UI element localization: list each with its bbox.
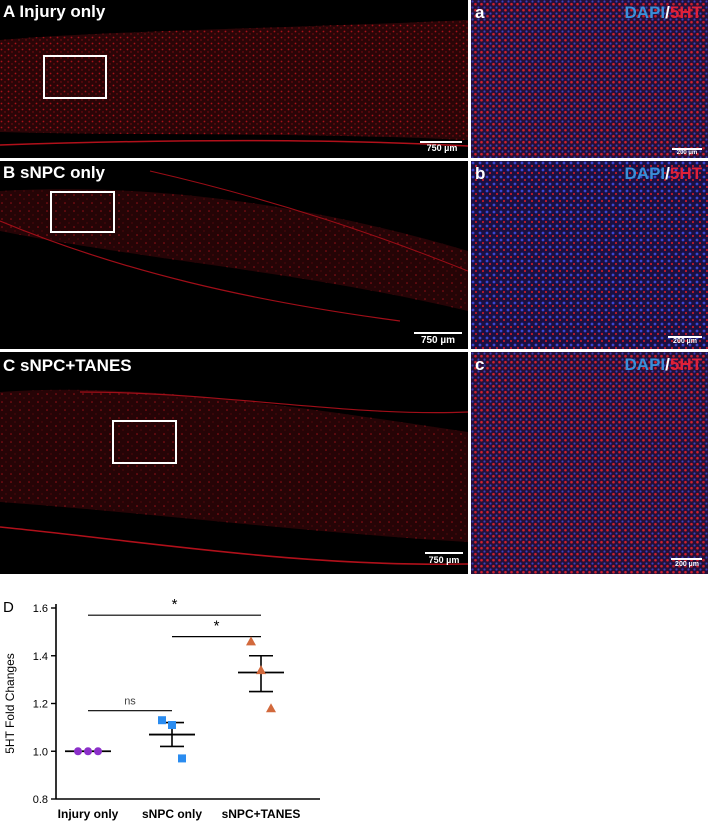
inset-c-tissue <box>471 352 708 574</box>
inset-a-tissue <box>471 0 708 158</box>
panel-b-image: B sNPC only 750 µm <box>0 161 468 349</box>
x-tick-label: sNPC only <box>142 807 202 821</box>
data-point <box>94 747 102 756</box>
data-point <box>74 747 82 756</box>
data-point <box>246 636 256 646</box>
inset-b-scale-label: 200 µm <box>673 338 697 345</box>
panel-a-tissue <box>0 20 468 147</box>
dapi-label: DAPI <box>624 3 666 22</box>
scatter-plot: D 0.8 1.0 1.2 1.4 1.6 5HT Fold Changes Injury o… <box>3 596 320 821</box>
data-point <box>158 716 166 725</box>
y-tick-label: 1.2 <box>33 699 48 711</box>
data-point <box>84 747 92 756</box>
significance-label: * <box>172 596 178 613</box>
inset-c-scale-bar <box>671 558 702 560</box>
panel-d-chart: D 0.8 1.0 1.2 1.4 1.6 5HT Fold Changes Injury o… <box>0 592 330 824</box>
panel-c-tissue <box>0 389 468 566</box>
stain-separator: / <box>665 355 670 374</box>
stain-separator: / <box>665 164 670 183</box>
panel-b-label: B sNPC only <box>3 163 106 182</box>
inset-b-scale-bar <box>668 336 702 338</box>
y-tick-label: 0.8 <box>33 794 48 806</box>
data-point <box>266 703 276 713</box>
panel-c-roi-box <box>112 420 177 464</box>
data-point <box>256 665 266 675</box>
y-axis-title: 5HT Fold Changes <box>3 653 17 754</box>
inset-a-scale-label: 200 µm <box>676 150 698 156</box>
inset-b-tissue <box>471 161 708 349</box>
y-tick-label: 1.6 <box>33 603 48 615</box>
y-tick-label: 1.0 <box>33 746 48 758</box>
panel-b-scale-label: 750 µm <box>420 335 456 346</box>
inset-a-label: a <box>475 3 485 22</box>
inset-a-image: a DAPI/5HT 200 µm <box>471 0 708 158</box>
inset-b-image: b DAPI/5HT 200 µm <box>471 161 708 349</box>
inset-a-stain-legend: DAPI/5HT <box>625 3 702 23</box>
data-point <box>178 754 186 763</box>
inset-b-label: b <box>475 164 486 183</box>
panel-c-scale-bar <box>425 552 463 554</box>
5ht-label: 5HT <box>669 3 702 22</box>
panel-a-label: A Injury only <box>3 2 106 21</box>
data-point <box>168 720 176 729</box>
inset-c-stain-legend: DAPI/5HT <box>625 355 702 375</box>
inset-b-stain-legend: DAPI/5HT <box>625 164 702 184</box>
stain-separator: / <box>665 3 670 22</box>
panel-a-scale-bar <box>420 141 462 143</box>
panel-b-scale-bar <box>414 332 462 334</box>
5ht-label: 5HT <box>669 355 702 374</box>
panel-c-image: C sNPC+TANES 750 µm <box>0 352 468 574</box>
inset-a-scale-bar <box>672 148 702 150</box>
inset-c-scale-label: 200 µm <box>675 561 699 568</box>
dapi-label: DAPI <box>624 164 666 183</box>
panel-a-scale-label: 750 µm <box>426 143 458 153</box>
inset-c-label: c <box>475 355 485 374</box>
y-tick-label: 1.4 <box>33 651 48 663</box>
significance-label: ns <box>124 696 136 708</box>
panel-a-image: A Injury only 750 µm <box>0 0 468 158</box>
panel-a-roi-box <box>43 55 107 99</box>
panel-c-label: C sNPC+TANES <box>3 356 132 375</box>
panel-b-tissue <box>0 170 468 322</box>
x-tick-label: sNPC+TANES <box>222 807 301 821</box>
5ht-label: 5HT <box>669 164 702 183</box>
significance-label: * <box>214 618 220 635</box>
panel-b-roi-box <box>50 191 115 233</box>
panel-d-label: D <box>3 599 14 616</box>
panel-c-scale-label: 750 µm <box>428 555 460 565</box>
x-tick-label: Injury only <box>58 807 119 821</box>
dapi-label: DAPI <box>624 355 666 374</box>
inset-c-image: c DAPI/5HT 200 µm <box>471 352 708 574</box>
